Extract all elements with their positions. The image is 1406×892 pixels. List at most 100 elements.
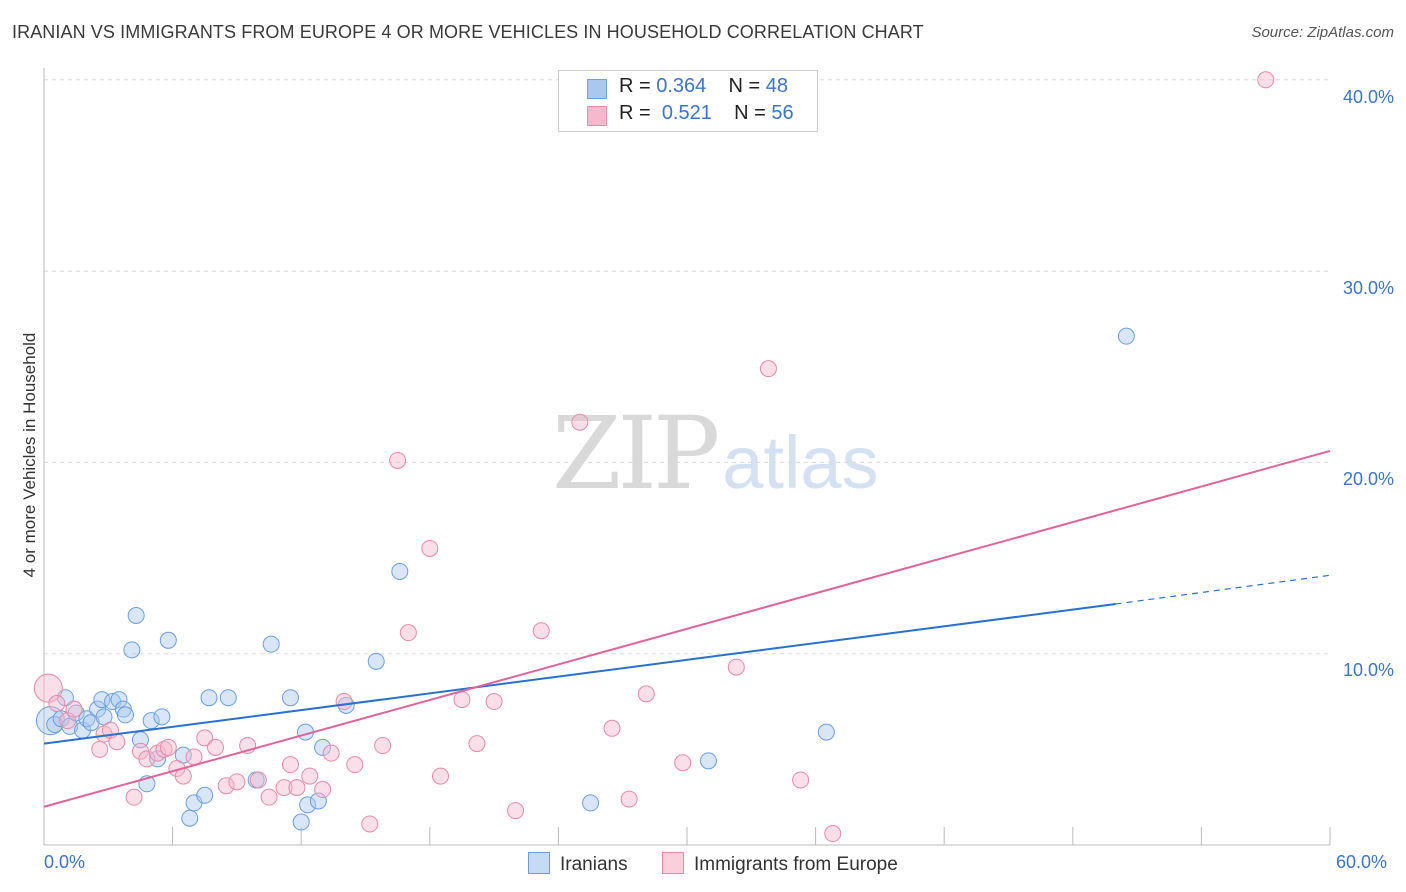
europe-point (432, 767, 450, 785)
europe-point (453, 691, 471, 709)
legend-r-label: R = (619, 75, 651, 97)
europe-point (468, 735, 486, 753)
europe-point (485, 693, 503, 711)
europe-point (217, 777, 235, 795)
y-axis-title: 4 or more Vehicles in Household (20, 332, 39, 578)
europe-point (65, 700, 83, 718)
europe-point (155, 740, 173, 758)
chart-title: IRANIAN VS IMMIGRANTS FROM EUROPE 4 OR M… (12, 22, 924, 42)
europe-point (346, 756, 364, 774)
iranians-point (153, 708, 171, 726)
europe-point (399, 624, 417, 642)
europe-point (335, 693, 353, 711)
europe-point (108, 733, 126, 751)
europe-point (532, 622, 550, 640)
europe-point (249, 771, 267, 789)
legend-r-value: 0.521 (661, 102, 712, 124)
legend-label-europe: Immigrants from Europe (694, 854, 898, 875)
legend-row-europe: R = 0.521 N = 56 (587, 102, 794, 126)
x-tick-label-max: 60.0% (1336, 852, 1388, 872)
europe-point (603, 719, 621, 737)
europe-point (138, 750, 156, 768)
europe-point (792, 771, 810, 789)
iranians-point (292, 813, 310, 831)
europe-point (260, 788, 278, 806)
iranians-point (159, 631, 177, 649)
legend-n-value: 56 (771, 102, 794, 124)
iranians-point (582, 794, 600, 812)
europe-point (421, 539, 439, 557)
iranians-point (281, 689, 299, 707)
europe-point (301, 767, 319, 785)
iranians-point (116, 706, 134, 724)
legend-r-label: R = (619, 102, 651, 124)
iranians-point (367, 652, 385, 670)
europe-point (322, 744, 340, 762)
legend-item-iranians: Iranians (528, 852, 628, 876)
legend-label-iranians: Iranians (560, 854, 628, 875)
iranians-point (699, 752, 717, 770)
legend-n-label: N = (734, 102, 766, 124)
europe-point (361, 815, 379, 833)
iranians-point (127, 606, 145, 624)
europe-point (48, 694, 66, 712)
chart-source: Source: ZipAtlas.com (1251, 24, 1394, 41)
europe-point (571, 413, 589, 431)
y-tick-label-30: 30.0% (1342, 278, 1394, 298)
europe-point (228, 773, 246, 791)
correlation-legend: R = 0.364 N = 48 R = 0.521 N = 56 (558, 70, 818, 132)
y-tick-label-20: 20.0% (1342, 469, 1394, 489)
iranians-point (299, 796, 317, 814)
europe-point (507, 802, 525, 820)
iranians-point (93, 691, 111, 709)
iranians-point (314, 738, 332, 756)
iranians-point (1117, 327, 1135, 345)
europe-point (374, 737, 392, 755)
europe-point (727, 658, 745, 676)
iranians-trend-line (43, 602, 1116, 745)
iranians-point (262, 635, 280, 653)
europe-point (637, 685, 655, 703)
legend-swatch-iranians (528, 852, 550, 874)
europe-point (275, 779, 293, 797)
iranians-point (309, 792, 327, 810)
x-tick-label-min: 0.0% (44, 852, 86, 872)
iranians-point (200, 689, 218, 707)
iranians-trend-extension (1115, 574, 1331, 605)
europe-point (196, 729, 214, 747)
iranians-point (817, 723, 835, 741)
iranians-point (391, 562, 409, 580)
legend-n-label: N = (728, 75, 761, 97)
legend-row-iranians: R = 0.364 N = 48 (587, 75, 789, 99)
iranians-point (110, 691, 128, 709)
europe-point (288, 779, 306, 797)
europe-point (1257, 71, 1275, 89)
legend-r-value: 0.364 (656, 75, 707, 97)
europe-point (281, 756, 299, 774)
europe-point (159, 738, 177, 756)
europe-point (185, 748, 203, 766)
legend-swatch-europe (662, 852, 684, 874)
legend-swatch-europe (587, 106, 607, 126)
europe-point (314, 781, 332, 799)
europe-point (824, 825, 842, 843)
legend-swatch-iranians (587, 79, 607, 99)
europe-point (206, 738, 224, 756)
europe-point (759, 360, 777, 378)
europe-point (125, 788, 143, 806)
iranians-point (123, 641, 141, 659)
europe-point (389, 451, 407, 469)
iranians-point (219, 689, 237, 707)
europe-point (674, 754, 692, 772)
iranians-point (181, 809, 199, 827)
europe-point (620, 790, 638, 808)
y-tick-label-40: 40.0% (1342, 87, 1394, 107)
europe-trend-line (43, 449, 1331, 808)
legend-item-europe: Immigrants from Europe (662, 852, 898, 876)
legend-n-value: 48 (765, 75, 789, 97)
y-tick-label-10: 10.0% (1342, 660, 1394, 680)
iranians-point (46, 715, 64, 733)
iranians-point (196, 786, 214, 804)
europe-point (91, 740, 109, 758)
